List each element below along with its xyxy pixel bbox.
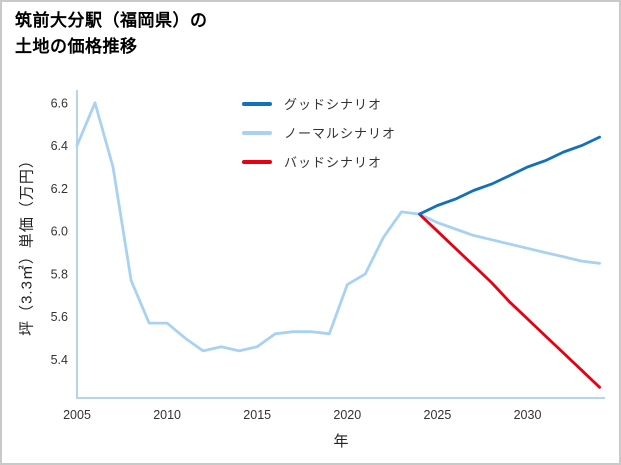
y-tick-label: 5.8 [51,267,68,281]
legend-label-bad-scenario: バッドシナリオ [284,155,383,170]
price-trend-chart: 2005 2010 2015 2020 2025 2030 5.4 5.6 5.8 6.0 6.2 6… [51,90,605,422]
y-tick-label: 6.2 [51,182,68,196]
legend: グッドシナリオ ノーマルシナリオ バッドシナリオ [242,94,396,171]
legend-label-normal-scenario: ノーマルシナリオ [284,126,397,141]
x-tick-label: 2015 [243,408,271,422]
y-tick-label: 5.6 [51,310,68,324]
x-axis-label: 年 [333,433,349,450]
good-scenario-line [418,135,601,216]
legend-label-good-scenario: グッドシナリオ [284,97,383,112]
history-price-line [75,101,421,353]
x-tick-label: 2005 [63,408,91,422]
page-title-line1: 筑前大分駅（福岡県）の [15,11,208,30]
y-tick-label: 5.4 [51,353,68,367]
legend-item-good-scenario: グッドシナリオ [242,94,396,113]
x-tick-label: 2010 [153,408,181,422]
good-scenario-line-swatch [242,101,272,106]
y-tick-label: 6.4 [51,139,68,153]
bad-scenario-line-swatch [242,159,272,164]
bad-scenario-line [418,212,601,389]
y-tick-label: 6.6 [51,96,68,110]
chart-axes [76,90,605,399]
x-tick-label: 2025 [424,408,452,422]
x-tick-label: 2020 [333,408,361,422]
y-tick-label: 6.0 [51,225,68,239]
page-title: 筑前大分駅（福岡県）の 土地の価格推移 [15,8,208,61]
normal-scenario-line [418,212,601,265]
page-title-line2: 土地の価格推移 [15,37,138,57]
legend-item-bad-scenario: バッドシナリオ [242,152,396,171]
x-tick-label: 2030 [514,408,542,422]
legend-item-normal-scenario: ノーマルシナリオ [242,123,396,142]
normal-scenario-line-swatch [242,130,272,135]
